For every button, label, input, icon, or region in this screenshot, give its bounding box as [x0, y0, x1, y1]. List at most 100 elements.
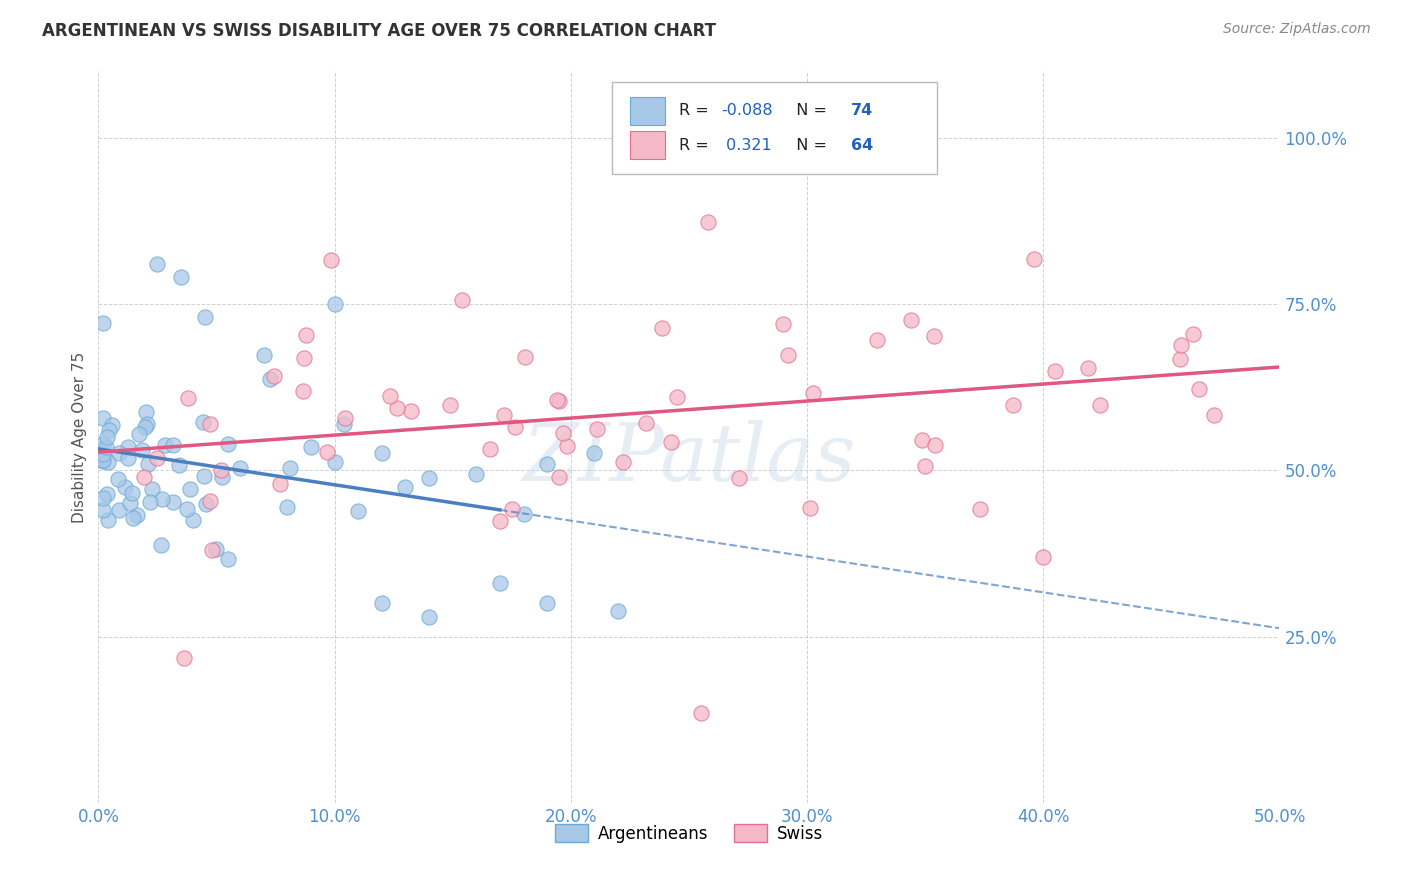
Point [659, 434, 682, 449]
Point [1045, 364, 1067, 378]
Point [1001, 398, 1024, 412]
Point [96, 430, 118, 444]
Point [776, 348, 799, 362]
Point [91, 454, 114, 468]
Point [138, 495, 160, 509]
Point [276, 500, 298, 515]
Point [799, 500, 821, 515]
Point [170, 270, 193, 285]
Point [555, 439, 578, 453]
Point [1088, 398, 1111, 412]
Point [100, 418, 122, 433]
Point [969, 501, 991, 516]
Point [193, 469, 215, 483]
Text: ARGENTINEAN VS SWISS DISABILITY AGE OVER 75 CORRELATION CHART: ARGENTINEAN VS SWISS DISABILITY AGE OVER… [42, 22, 716, 40]
Point [205, 542, 228, 557]
Point [299, 441, 322, 455]
Point [689, 706, 711, 720]
Point [922, 329, 945, 343]
Point [803, 386, 825, 401]
Point [229, 461, 252, 475]
Point [855, 137, 877, 152]
Point [97, 513, 120, 527]
Point [547, 469, 569, 483]
Point [418, 609, 440, 624]
Point [91, 316, 114, 330]
Point [132, 470, 155, 484]
Point [91, 502, 114, 516]
Point [162, 438, 184, 452]
Point [135, 405, 157, 419]
Point [347, 504, 370, 518]
Point [586, 421, 609, 435]
Point [394, 479, 416, 493]
Point [191, 415, 214, 429]
Point [292, 351, 315, 365]
Point [96, 486, 118, 500]
Point [134, 420, 156, 434]
Point [117, 440, 139, 454]
Point [1188, 382, 1211, 396]
Point [1170, 338, 1192, 352]
Point [217, 551, 239, 566]
Point [263, 369, 285, 384]
Point [120, 496, 142, 510]
Point [924, 438, 946, 452]
Point [194, 497, 217, 511]
Point [91, 491, 114, 505]
Text: N =: N = [786, 103, 832, 119]
Point [666, 390, 689, 404]
Point [108, 446, 131, 460]
Point [439, 398, 461, 412]
Text: ZIPatlas: ZIPatlas [522, 420, 856, 498]
Point [323, 297, 346, 311]
Point [217, 436, 239, 450]
Point [167, 458, 190, 473]
Point [319, 253, 342, 268]
Point [335, 411, 357, 425]
Text: R =: R = [679, 103, 714, 119]
Point [479, 442, 502, 457]
Point [181, 513, 204, 527]
Point [546, 393, 568, 408]
Point [209, 462, 232, 476]
Point [1024, 252, 1046, 267]
Point [489, 576, 512, 591]
Text: R =: R = [679, 137, 720, 153]
Point [583, 446, 606, 460]
Point [97, 455, 120, 469]
Point [914, 459, 936, 474]
Point [173, 651, 195, 665]
Point [198, 417, 221, 431]
Point [91, 410, 114, 425]
Point [512, 508, 534, 522]
Bar [630, 131, 665, 159]
Point [131, 442, 153, 457]
Point [1032, 549, 1054, 564]
Point [146, 451, 169, 466]
Point [636, 417, 658, 431]
Point [385, 401, 408, 415]
Point [728, 471, 751, 485]
Point [536, 596, 558, 610]
Point [128, 427, 150, 442]
Y-axis label: Disability Age Over 75: Disability Age Over 75 [72, 351, 87, 523]
Point [200, 493, 222, 508]
Point [465, 467, 488, 481]
Bar [630, 97, 665, 125]
Point [117, 450, 139, 465]
Point [94, 440, 117, 454]
Point [513, 350, 536, 364]
Point [418, 470, 440, 484]
Point [1077, 361, 1099, 376]
Legend: Argentineans, Swiss: Argentineans, Swiss [548, 818, 830, 849]
Text: Source: ZipAtlas.com: Source: ZipAtlas.com [1223, 22, 1371, 37]
Point [162, 495, 184, 509]
Point [371, 596, 394, 610]
Point [253, 348, 276, 362]
Point [177, 392, 200, 406]
Point [97, 423, 120, 437]
Text: -0.088: -0.088 [721, 103, 772, 119]
Point [696, 215, 718, 229]
Point [900, 313, 922, 327]
